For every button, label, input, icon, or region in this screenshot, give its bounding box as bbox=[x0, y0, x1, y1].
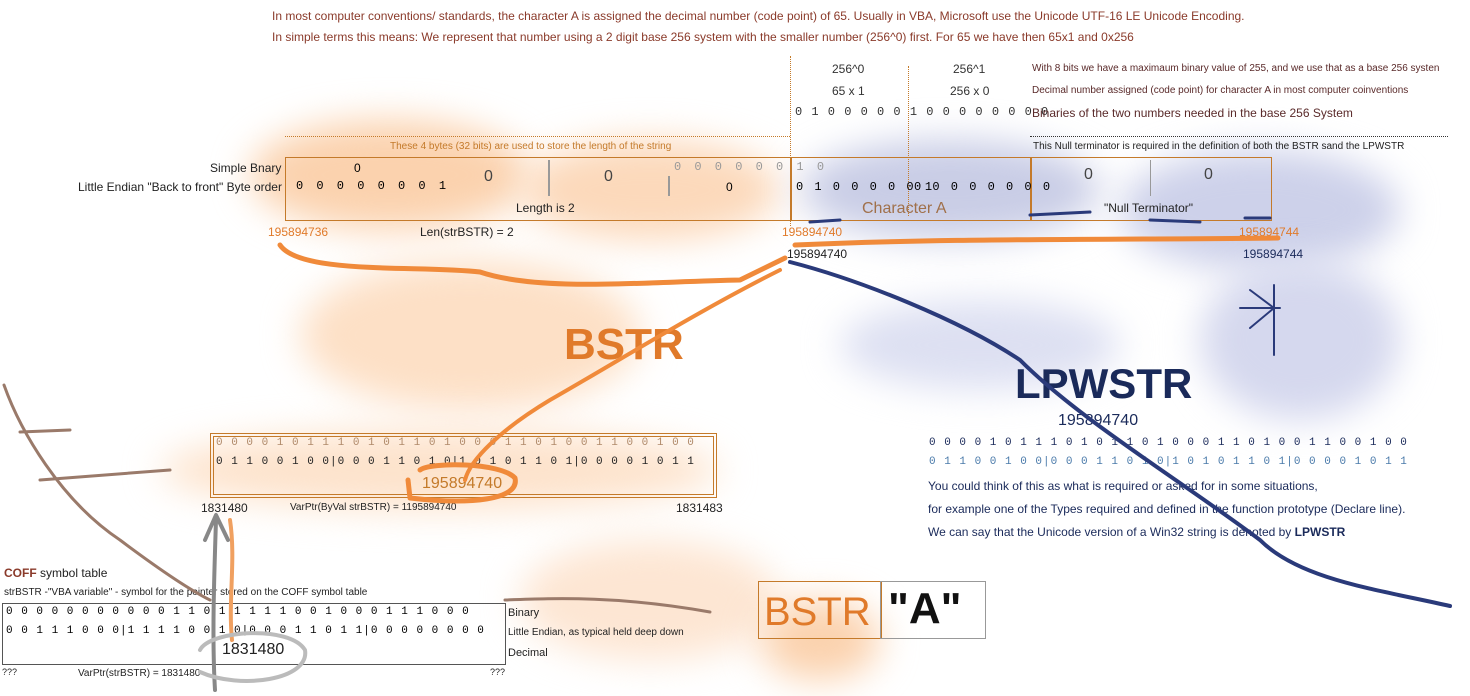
bstr-a-label: BSTR bbox=[764, 590, 871, 634]
mult-0: 65 x 1 bbox=[832, 84, 865, 98]
pointer-row-1: 0 0 0 0 1 0 1 1 1 0 1 0 1 1 0 1 0 0 0 1 … bbox=[216, 437, 695, 449]
pointer-varptr: VarPtr(ByVal strBSTR) = 1195894740 bbox=[290, 502, 457, 513]
note-binaries: Binaries of the two numbers needed in th… bbox=[1032, 106, 1353, 120]
coff-title: COFF symbol table bbox=[4, 566, 107, 580]
pointer-row-2: 0 1 1 0 0 1 0 0|0 0 0 1 1 0 1 0|1 0 1 0 … bbox=[216, 456, 695, 468]
coff-title-bold: COFF bbox=[4, 566, 37, 580]
coff-title-rest: symbol table bbox=[36, 566, 108, 580]
coff-label-decimal: Decimal bbox=[508, 647, 548, 659]
coff-var-line: strBSTR -"VBA variable" - symbol for the… bbox=[4, 587, 368, 598]
mult-1: 256 x 0 bbox=[950, 84, 990, 98]
coff-question-left: ??? bbox=[2, 667, 18, 677]
null-note: This Null terminator is required in the … bbox=[1033, 141, 1405, 152]
le-byte-4: 0 bbox=[726, 180, 733, 194]
length-bracket bbox=[285, 136, 790, 137]
separator-line bbox=[908, 66, 909, 216]
lpwstr-desc-2: for example one of the Types required an… bbox=[928, 502, 1406, 516]
length-note: These 4 bytes (32 bits) are used to stor… bbox=[390, 141, 672, 152]
base256-binaries: 0 1 0 0 0 0 0 1 0 0 0 0 0 0 0 0 bbox=[795, 105, 1050, 119]
len-expression: Len(strBSTR) = 2 bbox=[420, 225, 514, 239]
length-label: Length is 2 bbox=[516, 201, 575, 215]
intro-line-1: In most computer conventions/ standards,… bbox=[272, 9, 1245, 23]
coff-varptr: VarPtr(strBSTR) = 1831480 bbox=[78, 668, 201, 679]
lpwstr-desc-1: You could think of this as what is requi… bbox=[928, 479, 1318, 493]
row-label-little-endian: Little Endian "Back to front" Byte order bbox=[78, 180, 282, 194]
lpwstr-desc-3: We can say that the Unicode version of a… bbox=[928, 525, 1345, 539]
coff-label-binary: Binary bbox=[508, 607, 540, 619]
lpwstr-desc-3-bold: LPWSTR bbox=[1294, 525, 1346, 539]
null-byte-2: 0 bbox=[1204, 166, 1213, 183]
char-bits-2: 0 0 0 0 0 0 0 0 bbox=[914, 180, 1053, 194]
pointer-value: 195894740 bbox=[422, 475, 503, 492]
address-null-top: 195894744 bbox=[1239, 225, 1300, 239]
length-box bbox=[285, 157, 792, 221]
lpwstr-row-2: 0 1 1 0 0 1 0 0|0 0 0 1 1 0 1 0|1 0 1 0 … bbox=[929, 456, 1408, 468]
byte-divider bbox=[668, 176, 670, 196]
null-bracket bbox=[1030, 136, 1448, 137]
separator-line bbox=[790, 56, 791, 226]
null-label: "Null Terminator" bbox=[1104, 201, 1193, 215]
coff-row-2: 0 0 1 1 1 0 0 0|1 1 1 1 0 0 1 0|0 0 0 1 … bbox=[6, 625, 485, 637]
null-byte-1: 0 bbox=[1084, 166, 1093, 183]
note-max: With 8 bits we have a maximaum binary va… bbox=[1032, 63, 1440, 74]
byte-divider bbox=[548, 160, 550, 196]
le-byte-1: 0 0 0 0 0 0 0 1 bbox=[296, 179, 450, 193]
bstr-a-value: "A" bbox=[888, 584, 962, 633]
power-1: 256^1 bbox=[953, 62, 986, 76]
brown-stroke-cross bbox=[18, 428, 172, 482]
lpwstr-desc-3-text: We can say that the Unicode version of a… bbox=[928, 525, 1295, 539]
coff-row-1: 0 0 0 0 0 0 0 0 0 0 0 1 1 0 1 1 1 1 1 0 … bbox=[6, 606, 470, 618]
row-label-simple: Simple Bnary bbox=[210, 161, 282, 175]
pointer-address-right: 1831483 bbox=[676, 501, 723, 515]
coff-label-le: Little Endian, as typical held deep down bbox=[508, 627, 684, 638]
address-char-top: 195894740 bbox=[782, 225, 843, 239]
pointer-address-left: 1831480 bbox=[201, 501, 248, 515]
coff-decimal-value: 1831480 bbox=[222, 641, 285, 658]
bstr-title: BSTR bbox=[564, 320, 684, 369]
coff-question-right: ??? bbox=[490, 667, 506, 677]
lpwstr-address: 195894740 bbox=[1058, 412, 1139, 429]
intro-line-2: In simple terms this means: We represent… bbox=[272, 30, 1134, 44]
simple-byte-1: 0 bbox=[354, 161, 361, 175]
simple-byte-4: 0 0 0 0 0 0 1 0 bbox=[674, 160, 828, 174]
address-start: 195894736 bbox=[268, 225, 329, 239]
lpwstr-title: LPWSTR bbox=[1015, 360, 1193, 407]
note-decimal: Decimal number assigned (code point) for… bbox=[1032, 85, 1409, 96]
le-byte-2: 0 bbox=[484, 168, 493, 185]
le-byte-3: 0 bbox=[604, 168, 613, 185]
power-0: 256^0 bbox=[832, 62, 865, 76]
address-null-bottom: 195894744 bbox=[1243, 247, 1304, 261]
char-bits-1: 0 1 0 0 0 0 0 1 bbox=[796, 180, 935, 194]
byte-divider bbox=[1150, 160, 1151, 196]
character-label: Character A bbox=[862, 200, 947, 217]
lpwstr-row-1: 0 0 0 0 1 0 1 1 1 0 1 0 1 1 0 1 0 0 0 1 … bbox=[929, 437, 1408, 449]
address-char-bottom: 195894740 bbox=[787, 247, 848, 261]
